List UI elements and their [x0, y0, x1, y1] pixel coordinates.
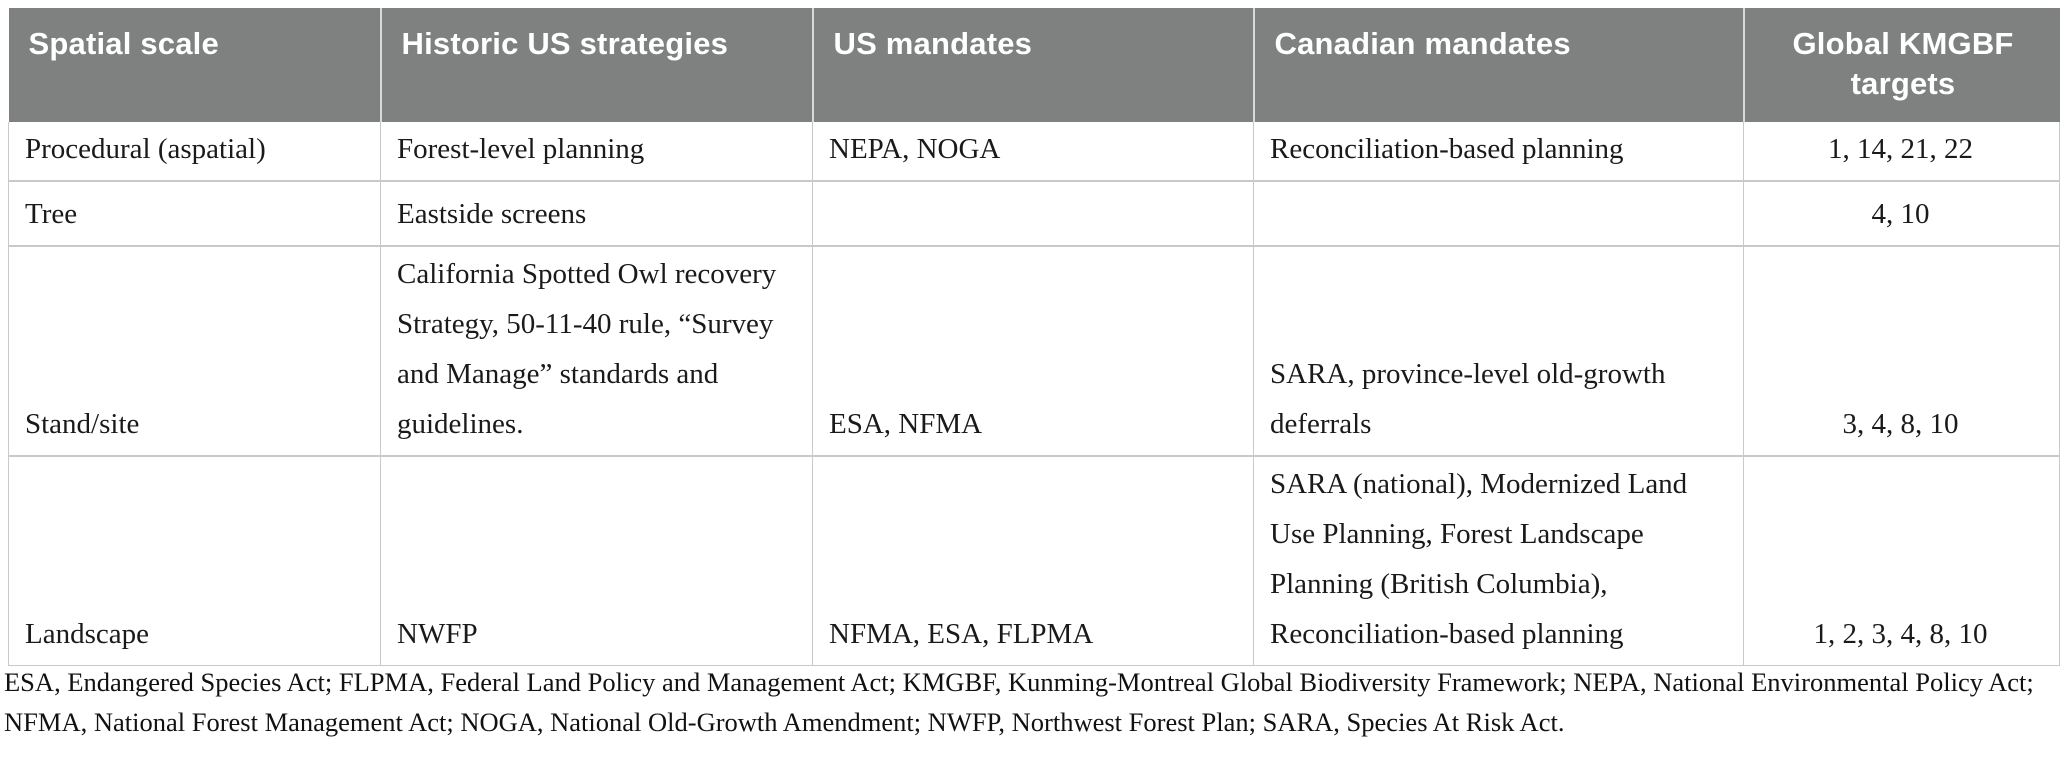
table-footnote-abbreviations: ESA, Endangered Species Act; FLPMA, Fede…	[4, 667, 2034, 737]
table-row-tree: Tree Eastside screens 4, 10	[8, 180, 2060, 247]
column-header-spatial-scale: Spatial scale	[8, 8, 382, 122]
cell-canadian-mandates: SARA, province-level old-growth deferral…	[1253, 245, 1744, 457]
cell-kmgbf-targets: 3, 4, 8, 10	[1743, 245, 2060, 457]
cell-canadian-mandates: Reconciliation-based planning	[1253, 122, 1744, 182]
cell-canadian-mandates: SARA (national), Modernized Land Use Pla…	[1253, 455, 1744, 666]
table-row-stand-site: Stand/site California Spotted Owl recove…	[8, 245, 2060, 457]
cell-kmgbf-targets: 1, 14, 21, 22	[1743, 122, 2060, 182]
column-header-us-mandates: US mandates	[811, 8, 1255, 122]
table-header-row: Spatial scale Historic US strategies US …	[8, 8, 2060, 122]
cell-spatial-scale: Stand/site	[8, 245, 381, 457]
cell-us-strategies: NWFP	[380, 455, 813, 666]
column-header-canadian-mandates: Canadian mandates	[1252, 8, 1745, 122]
table-row-landscape: Landscape NWFP NFMA, ESA, FLPMA SARA (na…	[8, 455, 2060, 666]
cell-canadian-mandates	[1253, 180, 1744, 247]
cell-us-mandates: NEPA, NOGA	[812, 122, 1254, 182]
table-row-procedural: Procedural (aspatial) Forest-level plann…	[8, 122, 2060, 182]
cell-spatial-scale: Procedural (aspatial)	[8, 122, 381, 182]
cell-us-mandates: NFMA, ESA, FLPMA	[812, 455, 1254, 666]
cell-us-strategies: Eastside screens	[380, 180, 813, 247]
cell-us-strategies: California Spotted Owl recovery Strategy…	[380, 245, 813, 457]
cell-kmgbf-targets: 1, 2, 3, 4, 8, 10	[1743, 455, 2060, 666]
cell-spatial-scale: Landscape	[8, 455, 381, 666]
cell-us-strategies: Forest-level planning	[380, 122, 813, 182]
column-header-historic-us-strategies: Historic US strategies	[379, 8, 814, 122]
column-header-global-kmgbf-targets: Global KMGBF targets	[1742, 8, 2060, 122]
cell-us-mandates	[812, 180, 1254, 247]
cell-kmgbf-targets: 4, 10	[1743, 180, 2060, 247]
cell-us-mandates: ESA, NFMA	[812, 245, 1254, 457]
spatial-scale-mandates-table: Spatial scale Historic US strategies US …	[8, 8, 2060, 666]
cell-spatial-scale: Tree	[8, 180, 381, 247]
